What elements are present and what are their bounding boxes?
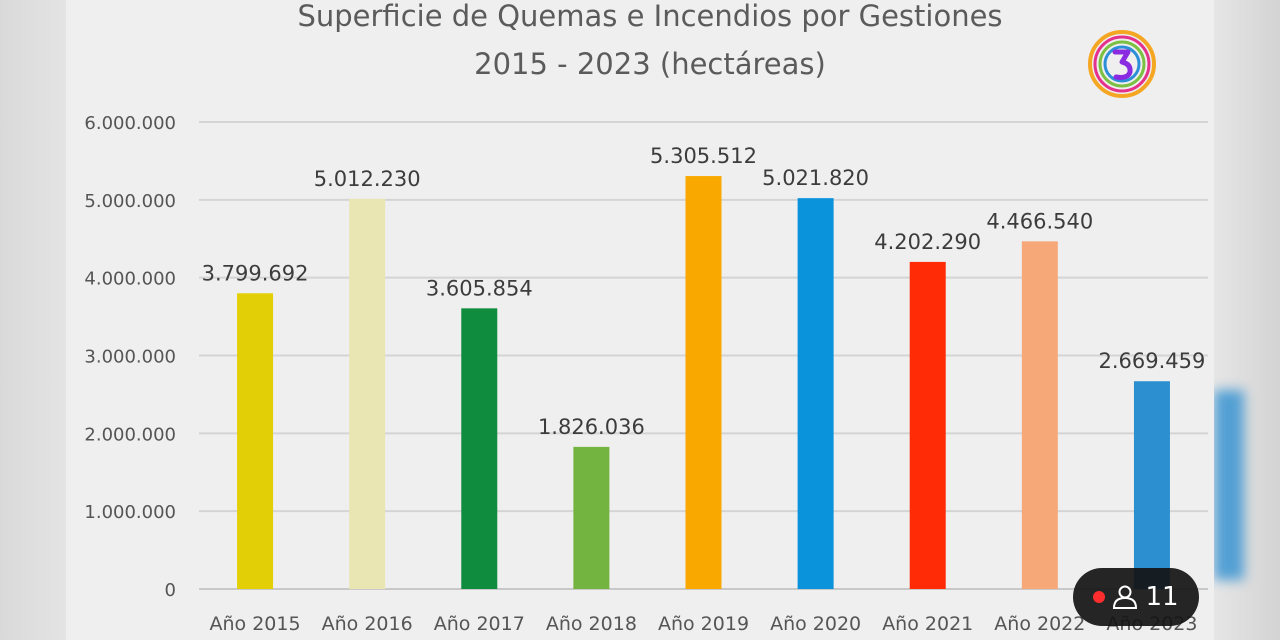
x-tick-label: Año 2017 — [434, 613, 525, 635]
data-labels: 3.799.692 5.012.230 3.605.854 1.826.036 5.30… — [202, 144, 1206, 439]
data-label: 3.605.854 — [426, 276, 533, 300]
logo-3-icon — [1088, 30, 1156, 98]
chart-panel: Superficie de Quemas e Incendios por Ges… — [66, 0, 1214, 640]
data-label: 3.799.692 — [202, 261, 309, 285]
bars — [237, 176, 1170, 589]
x-tick-label: Año 2022 — [994, 613, 1085, 635]
y-tick-label: 0 — [165, 580, 176, 601]
viewer-count: 11 — [1145, 582, 1179, 612]
bar — [573, 446, 610, 589]
x-axis-ticks: Año 2015 Año 2016 Año 2017 Año 2018 Año 2019… — [210, 613, 1198, 635]
background-left-blur — [0, 0, 66, 640]
y-tick-label: 6.000.000 — [84, 113, 176, 134]
data-label: 5.305.512 — [650, 144, 757, 168]
data-label: 2.669.459 — [1098, 349, 1205, 373]
viewer-person-icon — [1113, 585, 1138, 609]
y-axis-ticks: 0 1.000.000 2.000.000 3.000.000 4.000.000 5.0… — [84, 113, 176, 601]
x-tick-label: Año 2021 — [882, 613, 973, 635]
x-tick-label: Año 2015 — [210, 613, 301, 635]
bar — [1021, 241, 1058, 589]
bar — [797, 198, 834, 589]
x-tick-label: Año 2019 — [658, 613, 749, 635]
y-tick-label: 1.000.000 — [84, 502, 176, 523]
bar — [1133, 381, 1170, 589]
data-label: 1.826.036 — [538, 415, 645, 439]
chart-title: Superficie de Quemas e Incendios por Ges… — [297, 0, 1002, 33]
x-tick-label: Año 2016 — [322, 613, 413, 635]
y-tick-label: 4.000.000 — [84, 269, 176, 290]
background-right-blur — [1214, 0, 1280, 640]
blurred-bar — [1214, 390, 1244, 580]
y-tick-label: 2.000.000 — [84, 424, 176, 445]
chart-subtitle: 2015 - 2023 (hectáreas) — [474, 47, 826, 81]
bar-chart: Superficie de Quemas e Incendios por Ges… — [84, 0, 1208, 635]
data-label: 4.202.290 — [874, 230, 981, 254]
data-label: 4.466.540 — [986, 209, 1093, 233]
y-tick-label: 3.000.000 — [84, 347, 176, 368]
bar — [237, 293, 274, 589]
x-tick-label: Año 2020 — [770, 613, 861, 635]
live-viewer-badge: 11 — [1073, 568, 1199, 626]
data-label: 5.021.820 — [762, 166, 869, 190]
data-label: 5.012.230 — [314, 167, 421, 191]
bar — [685, 176, 722, 589]
bar — [461, 308, 498, 589]
live-dot-icon — [1093, 591, 1106, 603]
y-tick-label: 5.000.000 — [84, 191, 176, 212]
bar — [909, 261, 946, 589]
x-tick-label: Año 2018 — [546, 613, 637, 635]
bar — [349, 198, 386, 589]
